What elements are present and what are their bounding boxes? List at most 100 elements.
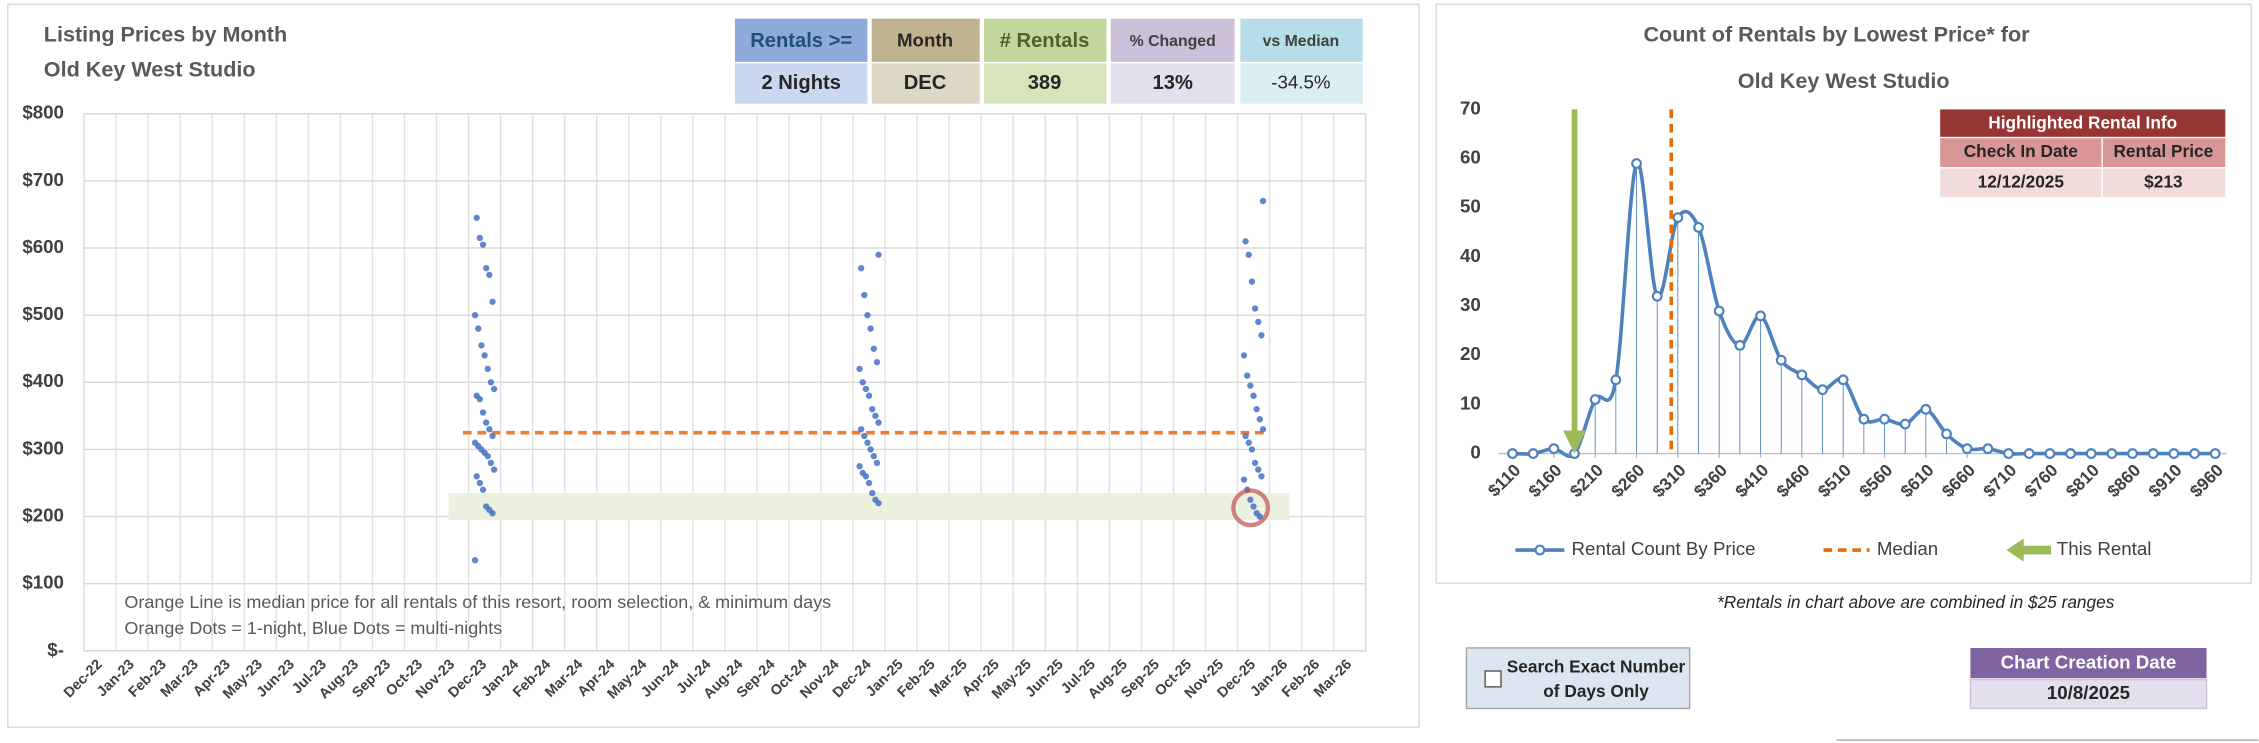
y-tick-label: 70 [1460, 97, 1481, 118]
data-point [487, 459, 495, 467]
date-value: 10/8/2025 [2047, 682, 2130, 703]
data-point [857, 264, 865, 272]
annotation: Orange Dots = 1-night, Blue Dots = multi… [124, 618, 502, 638]
data-point [2168, 448, 2180, 459]
data-point [1255, 466, 1262, 473]
data-point [1672, 212, 1684, 223]
y-tick-label: 20 [1460, 343, 1481, 364]
chart-subtitle: Old Key West Studio [1738, 68, 1950, 93]
data-point [870, 345, 877, 352]
data-point [2044, 448, 2056, 459]
data-point [1693, 222, 1704, 233]
data-point [1734, 340, 1746, 351]
data-point [2209, 448, 2221, 459]
data-point [479, 486, 487, 493]
footnote: *Rentals in chart above are combined in … [1717, 592, 2115, 612]
data-point [486, 271, 493, 279]
table-header: % Changed [1130, 33, 1216, 50]
data-point [1259, 426, 1267, 433]
cell [871, 18, 980, 62]
data-point [859, 469, 866, 477]
y-tick-label: $700 [22, 169, 64, 190]
y-tick-label: $300 [22, 437, 64, 458]
y-tick-label: 60 [1460, 147, 1481, 168]
search-option[interactable]: Search Exact Number of Days Only [1465, 647, 1691, 710]
data-point [1240, 352, 1248, 359]
data-point [873, 358, 881, 366]
data-point [1589, 394, 1601, 405]
cell [734, 63, 868, 104]
table-header: Rentals >= [750, 30, 852, 52]
legend-label: This Rental [2057, 538, 2152, 559]
data-point [489, 432, 496, 440]
table-header: Month [897, 30, 953, 51]
data-point [1920, 403, 1932, 415]
y-tick-label: $200 [22, 505, 64, 526]
y-tick-label: $- [47, 639, 64, 660]
cell [1240, 18, 1363, 62]
data-point [870, 452, 877, 460]
data-point [473, 392, 480, 399]
data-point [1256, 416, 1264, 423]
y-tick-label: $500 [22, 303, 64, 324]
data-point [1507, 448, 1518, 459]
price-band [448, 493, 1290, 520]
data-point [1248, 446, 1256, 453]
data-point [473, 473, 480, 480]
checkbox[interactable] [1484, 670, 1502, 688]
data-point [1244, 372, 1251, 379]
data-point [2003, 448, 2014, 459]
legend-swatch [2006, 538, 2052, 562]
data-point [487, 379, 495, 386]
data-point [481, 352, 488, 359]
data-point [1713, 305, 1725, 317]
data-point [1258, 473, 1265, 480]
data-point [1250, 503, 1257, 510]
data-point [1961, 443, 1973, 455]
data-point [869, 405, 876, 413]
data-point [490, 385, 498, 393]
highlight-table: Highlighted Rental Info Check In Date Re… [1940, 109, 2226, 198]
data-point [471, 439, 479, 446]
data-point [1253, 405, 1260, 413]
data-point [1548, 443, 1560, 455]
data-point [1253, 510, 1260, 517]
legend-swatch [1534, 544, 1546, 556]
data-point [490, 466, 498, 473]
data-point [867, 446, 874, 453]
data-point [856, 463, 863, 470]
table-header: Rental Price [2113, 141, 2213, 161]
y-tick-label: $100 [22, 572, 64, 593]
cell [734, 18, 868, 62]
cell [1940, 109, 2226, 137]
cell [1970, 647, 2207, 679]
data-point [865, 479, 873, 487]
cell [1110, 18, 1235, 62]
y-tick-label: 10 [1460, 392, 1481, 413]
table-value: 12/12/2025 [1978, 171, 2065, 191]
data-point [859, 379, 866, 386]
data-point [872, 496, 879, 503]
data-point [862, 385, 870, 393]
data-point [864, 311, 871, 319]
data-point [476, 234, 484, 242]
data-point [1247, 496, 1254, 503]
data-point [872, 412, 879, 420]
data-point [1899, 418, 1911, 430]
table-title: Highlighted Rental Info [1988, 112, 2177, 132]
chart-subtitle: Old Key West Studio [44, 56, 256, 81]
table-header: vs Median [1263, 33, 1340, 50]
data-point [2085, 448, 2097, 459]
data-point [857, 426, 865, 433]
data-point [479, 409, 487, 416]
data-point [869, 489, 876, 497]
cell [1240, 63, 1363, 104]
data-point [1255, 318, 1262, 326]
table-value: 389 [1028, 72, 1062, 94]
data-point [483, 264, 490, 272]
data-point [1251, 305, 1259, 312]
data-point [873, 459, 881, 467]
data-point [1837, 374, 1849, 386]
data-point [1610, 374, 1622, 386]
